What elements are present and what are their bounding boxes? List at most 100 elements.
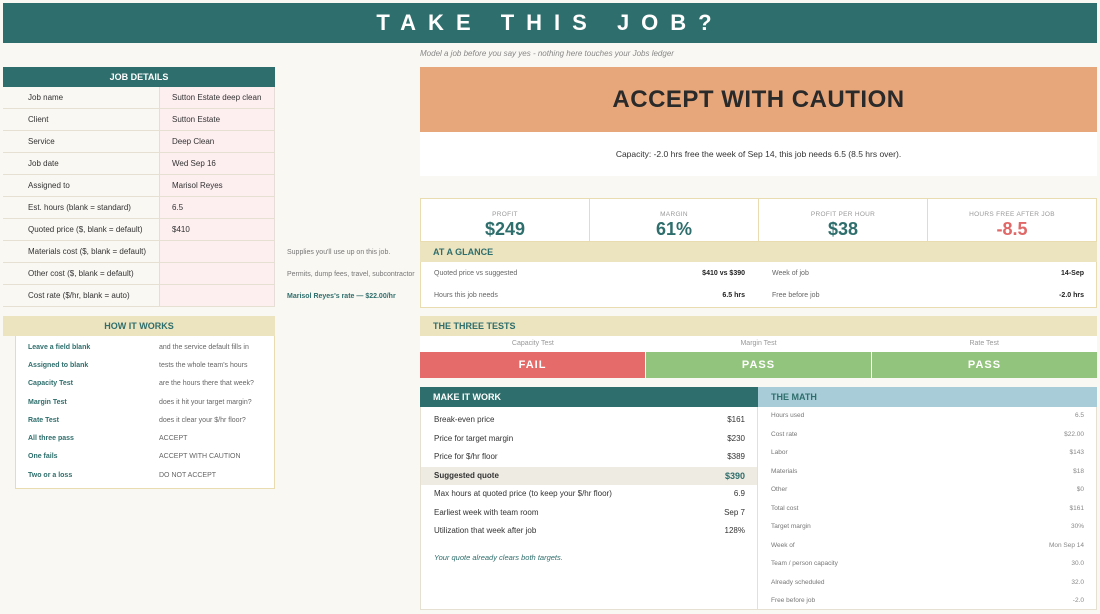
assigned-to-row: Assigned to Marisol Reyes (3, 175, 275, 197)
row-value: Sep 7 (724, 507, 745, 517)
row-value: $389 (727, 452, 745, 461)
row-label: Week of (771, 541, 795, 549)
list-item: Leave a field blank and the service defau… (16, 338, 274, 356)
materials-cost-field[interactable] (159, 241, 275, 262)
how-value: does it clear your $/hr floor? (159, 416, 246, 424)
row-label: Earliest week with team room (434, 507, 539, 517)
how-key: Leave a field blank (28, 343, 91, 351)
row-label: Cost rate (771, 430, 798, 438)
table-row: Team / person capacity 30.0 (758, 555, 1096, 574)
table-row: Max hours at quoted price (to keep your … (421, 485, 757, 504)
quoted-price-field[interactable]: $410 (159, 219, 275, 240)
materials-cost-label: Materials cost ($, blank = default) (28, 247, 147, 256)
other-cost-field[interactable] (159, 263, 275, 284)
assigned-to-label: Assigned to (28, 181, 70, 190)
how-value: tests the whole team's hours (159, 361, 248, 369)
materials-cost-row: Materials cost ($, blank = default) (3, 241, 275, 263)
job-date-field[interactable]: Wed Sep 16 (159, 153, 275, 174)
kpi-label: PROFIT PER HOUR (810, 211, 876, 218)
how-value: are the hours there that week? (159, 380, 254, 388)
est-hours-field[interactable]: 6.5 (159, 197, 275, 218)
table-row: Hours used 6.5 (758, 407, 1096, 426)
list-item: Capacity Test are the hours there that we… (16, 375, 274, 393)
client-field[interactable]: Sutton Estate (159, 109, 275, 130)
rate-test-label: Rate Test (969, 340, 999, 347)
job-date-label: Job date (28, 159, 59, 168)
how-key: Rate Test (28, 416, 59, 424)
row-value: $0 (1076, 486, 1084, 493)
job-name-field[interactable]: Sutton Estate deep clean (159, 87, 275, 108)
kpi-hours-free: HOURS FREE AFTER JOB -8.5 (928, 199, 1096, 241)
row-value: 128% (724, 526, 745, 535)
at-a-glance-panel: AT A GLANCE Quoted price vs suggested $4… (420, 242, 1097, 308)
how-key: Capacity Test (28, 380, 73, 388)
table-row: Cost rate $22.00 (758, 426, 1096, 445)
job-name-label: Job name (28, 93, 64, 102)
test-labels: Capacity Test Margin Test Rate Test (420, 336, 1097, 352)
at-a-glance-body: Quoted price vs suggested $410 vs $390 H… (420, 262, 1097, 308)
cost-rate-note: Marisol Reyes's rate — $22.00/hr (287, 293, 396, 300)
test-results: FAIL PASS PASS (420, 352, 1097, 378)
row-value: -2.0 (1072, 597, 1084, 604)
row-label: Utilization that week after job (434, 526, 537, 535)
table-row: Target margin 30% (758, 518, 1096, 537)
row-value: 6.9 (733, 489, 745, 498)
row-label: Team / person capacity (771, 560, 838, 567)
table-row: Other $0 (758, 481, 1096, 500)
verdict-banner: ACCEPT WITH CAUTION (420, 67, 1097, 132)
service-row: Service Deep Clean (3, 131, 275, 153)
at-a-glance-header: AT A GLANCE (420, 242, 1097, 262)
row-value: $390 (724, 470, 745, 481)
how-value: DO NOT ACCEPT (159, 471, 217, 479)
the-math-panel: THE MATH Hours used 6.5 Cost rate $22.00 L… (758, 387, 1097, 610)
page-subtitle: Model a job before you say yes - nothing… (420, 49, 674, 58)
capacity-test-label: Capacity Test (511, 340, 554, 347)
materials-note: Supplies you'll use up on this job. (287, 249, 391, 256)
kpi-value: $249 (484, 219, 526, 239)
kpi-margin: MARGIN 61% (590, 199, 759, 241)
row-value: $230 (727, 433, 745, 443)
table-row: Already scheduled 32.0 (758, 574, 1096, 593)
assigned-to-field[interactable]: Marisol Reyes (159, 175, 275, 196)
row-value: 30% (1070, 523, 1084, 530)
table-row: Total cost $161 (758, 500, 1096, 519)
how-key: Assigned to blank (28, 361, 89, 369)
row-value: $22.00 (1064, 430, 1084, 438)
table-row: Labor $143 (758, 444, 1096, 463)
three-tests-panel: THE THREE TESTS Capacity Test Margin Tes… (420, 316, 1097, 378)
table-row: Materials $18 (758, 463, 1096, 482)
row-label: Max hours at quoted price (to keep your … (434, 489, 612, 498)
client-row: Client Sutton Estate (3, 109, 275, 131)
free-before-job-value: -2.0 hrs (1059, 292, 1084, 299)
how-it-works-header: HOW IT WORKS (3, 316, 275, 336)
hours-needed-value: 6.5 hrs (722, 292, 745, 299)
row-label: Break-even price (434, 415, 495, 424)
rate-test-result: PASS (872, 352, 1097, 378)
list-item: Rate Test does it clear your $/hr floor? (16, 411, 274, 429)
cost-rate-label: Cost rate ($/hr, blank = auto) (28, 291, 130, 300)
how-value: ACCEPT WITH CAUTION (159, 453, 241, 461)
table-row: Utilization that week after job 128% (421, 522, 757, 541)
how-key: One fails (28, 453, 58, 461)
make-it-work-note: Your quote already clears both targets. (434, 552, 563, 562)
margin-test-result: PASS (646, 352, 872, 378)
table-row: Price for $/hr floor $389 (421, 448, 757, 467)
list-item: Two or a loss DO NOT ACCEPT (16, 466, 274, 484)
kpi-label: MARGIN (660, 211, 688, 218)
est-hours-label: Est. hours (blank = standard) (28, 203, 131, 212)
cost-rate-row: Cost rate ($/hr, blank = auto) (3, 285, 275, 307)
cost-rate-field[interactable] (159, 285, 275, 306)
service-field[interactable]: Deep Clean (159, 131, 275, 152)
kpi-strip: PROFIT $249 MARGIN 61% PROFIT PER HOUR $… (420, 198, 1097, 242)
quoted-price-label: Quoted price ($, blank = default) (28, 225, 143, 234)
quoted-vs-suggested-value: $410 vs $390 (702, 270, 745, 277)
suggested-quote-row: Suggested quote $390 (421, 466, 757, 485)
table-row: Free before job -2.0 (758, 592, 1096, 611)
margin-test-label: Margin Test (740, 340, 777, 347)
other-cost-note: Permits, dump fees, travel, subcontracto… (287, 271, 415, 278)
row-label: Price for $/hr floor (434, 452, 498, 461)
make-it-work-header: MAKE IT WORK (420, 387, 758, 407)
job-details-panel: JOB DETAILS Job name Sutton Estate deep … (3, 67, 275, 307)
list-item: Assigned to blank tests the whole team's … (16, 356, 274, 374)
row-value: $161 (727, 415, 745, 424)
